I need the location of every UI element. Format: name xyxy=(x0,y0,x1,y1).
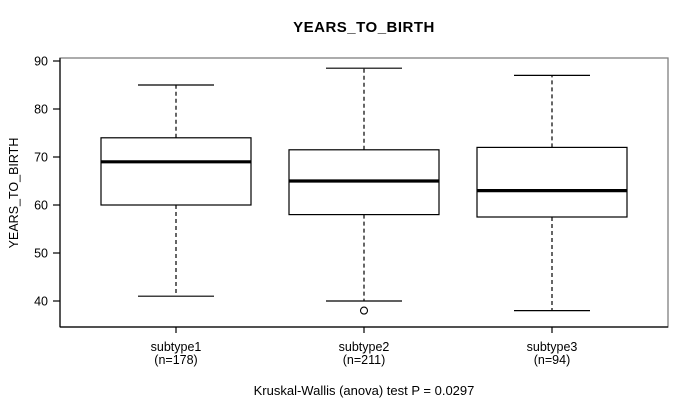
y-tick-label: 90 xyxy=(34,55,48,69)
group-n-label: (n=211) xyxy=(343,353,386,367)
chart-title: YEARS_TO_BIRTH xyxy=(293,19,435,36)
y-tick-label: 50 xyxy=(34,247,48,261)
group-label: subtype1 xyxy=(151,340,202,354)
stat-test-caption: Kruskal-Wallis (anova) test P = 0.0297 xyxy=(253,383,475,398)
y-tick-label: 60 xyxy=(34,199,48,213)
y-tick-label: 80 xyxy=(34,103,48,117)
y-tick-label: 40 xyxy=(34,295,48,309)
outlier-point xyxy=(359,306,369,315)
group-label: subtype3 xyxy=(527,340,578,354)
y-tick-label: 70 xyxy=(34,151,48,165)
group-label: subtype2 xyxy=(339,340,390,354)
group-n-label: (n=178) xyxy=(154,353,197,367)
group-n-label: (n=94) xyxy=(534,353,570,367)
iqr-box xyxy=(476,146,628,218)
iqr-box xyxy=(100,137,252,206)
